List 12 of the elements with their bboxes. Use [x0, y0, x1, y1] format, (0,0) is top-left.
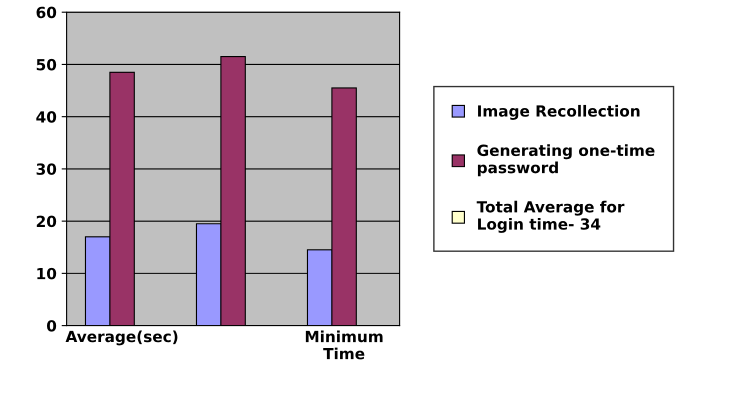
x-tick-label: Minimum Time	[306, 330, 383, 360]
legend-label: Total Average for Login time- 34	[476, 200, 624, 233]
y-tick-label: 10	[37, 268, 56, 280]
legend-label: Image Recollection	[478, 104, 640, 120]
y-tick-label: 50	[36, 58, 56, 70]
x-tick-label: Average(sec)	[66, 330, 178, 346]
y-tick-label: 30	[36, 163, 56, 175]
y-tick-label: 0	[46, 320, 56, 332]
y-tick-label: 40	[36, 111, 56, 123]
y-tick-label: 60	[36, 6, 56, 18]
legend-label: Generating one-time password	[477, 144, 654, 176]
y-tick-label: 20	[36, 216, 56, 228]
